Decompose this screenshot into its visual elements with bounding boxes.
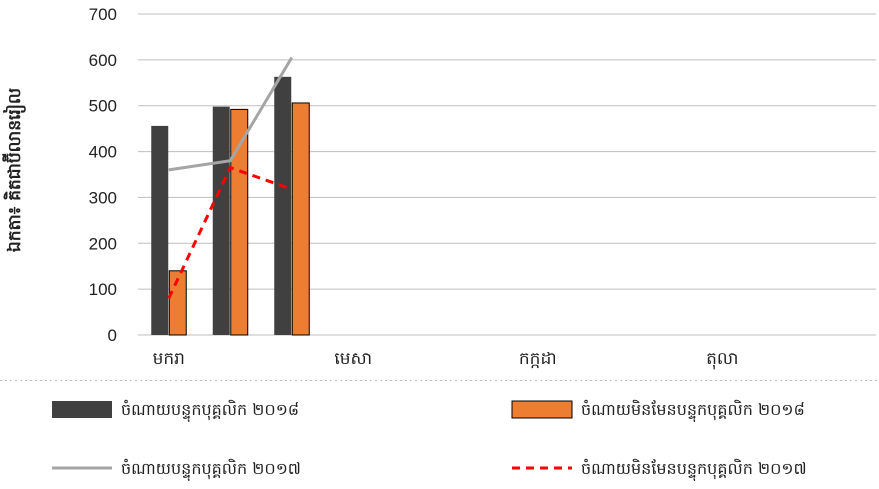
- y-tick-label: 600: [89, 51, 117, 70]
- y-tick-label: 100: [89, 280, 117, 299]
- bar: [291, 102, 310, 336]
- y-tick-label: 500: [89, 97, 117, 116]
- series-line: [167, 165, 293, 299]
- x-category-label: កក្កដា: [519, 349, 557, 369]
- y-tick-label: 300: [89, 188, 117, 207]
- lines: [167, 56, 294, 299]
- y-axis-label: ឯកតា៖ គិតជាប៊ីលានរៀល: [2, 88, 26, 252]
- x-category-label: មករា: [153, 349, 185, 369]
- x-category-label: តុលា: [706, 349, 738, 370]
- legend-swatch: [52, 401, 112, 418]
- legend-label: ចំណាយមិនមែនបន្ទុកបុគ្គលិក ២០១៧: [581, 458, 807, 482]
- x-category-label: មេសា: [334, 349, 372, 369]
- legend-swatch: [511, 400, 573, 419]
- series-line: [168, 56, 294, 172]
- bars: [151, 76, 310, 336]
- y-tick-label: 700: [89, 5, 117, 24]
- x-axis-categories: មករា មេសា កក្កដា តុលា: [153, 349, 739, 370]
- legend-label: ចំណាយមិនមែនបន្ទុកបុគ្គលិក ២០១៨: [581, 399, 805, 423]
- legend-label: ចំណាយបន្ទុកបុគ្គលិក ២០១៧: [121, 458, 301, 482]
- y-tick-label: 400: [89, 143, 117, 162]
- bar: [151, 125, 169, 336]
- y-axis-ticks: 0 100 200 300 400 500 600 700: [89, 5, 117, 345]
- y-tick-label: 0: [108, 326, 117, 345]
- bar: [274, 76, 292, 336]
- legend-label: ចំណាយបន្ទុកបុគ្គលិក ២០១៨: [121, 399, 299, 423]
- y-tick-label: 200: [89, 234, 117, 253]
- bar: [212, 106, 230, 335]
- bar: [168, 270, 187, 336]
- gridlines: [138, 13, 876, 336]
- bar: [230, 108, 249, 336]
- legend: ចំណាយបន្ទុកបុគ្គលិក ២០១៨ចំណាយមិនមែនបន្ទុ…: [52, 399, 807, 482]
